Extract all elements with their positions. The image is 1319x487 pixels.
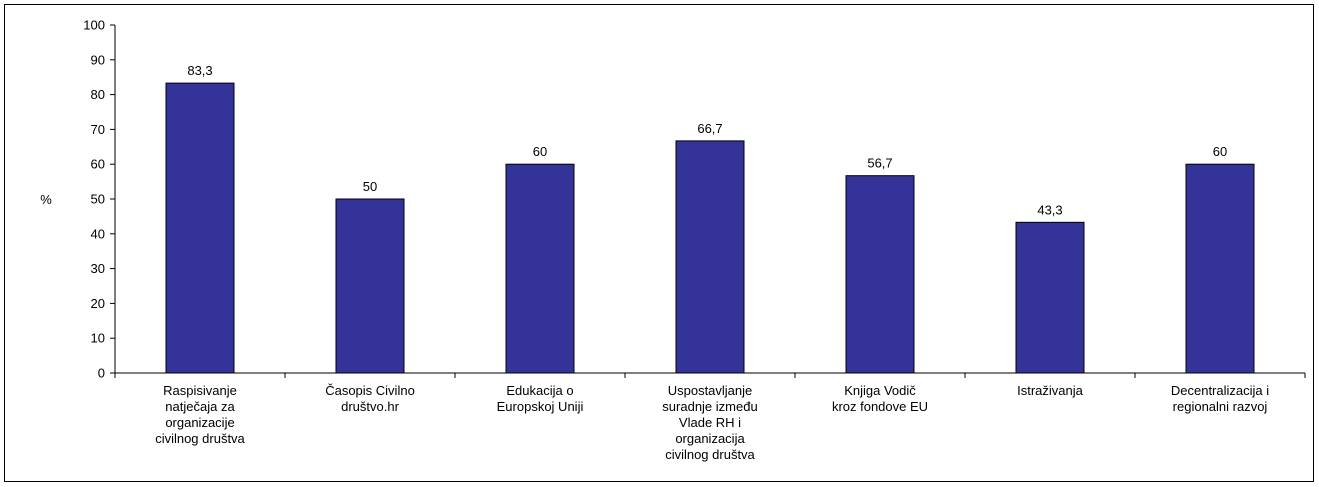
bar [165,82,235,374]
y-tick-label: 100 [83,18,105,33]
y-tick-label: 50 [91,192,105,207]
bar [505,163,575,374]
x-tick-label: Raspisivanje natječaja za organizacije civi… [155,383,245,446]
bar [335,198,405,374]
y-tick-label: 30 [91,261,105,276]
data-labels: 83,3 50 60 66,7 56,7 43,3 60 [187,63,1227,217]
y-tick-label: 90 [91,52,105,67]
y-tick-label: 70 [91,122,105,137]
y-tick-label: 80 [91,87,105,102]
y-tick-label: 60 [91,157,105,172]
bar [845,175,915,374]
data-label: 43,3 [1037,202,1062,217]
x-tick-label: Istraživanja [1017,383,1084,398]
y-tick-label: 10 [91,331,105,346]
data-label: 66,7 [697,121,722,136]
x-tick-label: Edukacija o Europskoj Uniji [497,383,584,414]
y-axis-label: % [40,192,52,207]
x-tick-label: Knjiga Vodič kroz fondove EU [832,383,928,414]
x-tick-labels: Raspisivanje natječaja za organizacije civi… [155,383,1269,462]
y-tick-label: 0 [98,366,105,381]
bar [675,140,745,374]
bars [165,82,1255,374]
data-label: 50 [363,179,377,194]
data-label: 60 [533,144,547,159]
bar [1015,221,1085,374]
y-tick-label: 20 [91,296,105,311]
y-ticks: 0 10 20 30 40 50 60 70 80 90 100 [83,18,115,381]
y-tick-label: 40 [91,226,105,241]
data-label: 60 [1213,144,1227,159]
x-tick-label: Decentralizacija i regionalni razvoj [1171,383,1269,414]
x-tick-label: Časopis Civilno društvo.hr [325,383,415,414]
data-label: 83,3 [187,63,212,78]
data-label: 56,7 [867,156,892,171]
bar [1185,163,1255,374]
